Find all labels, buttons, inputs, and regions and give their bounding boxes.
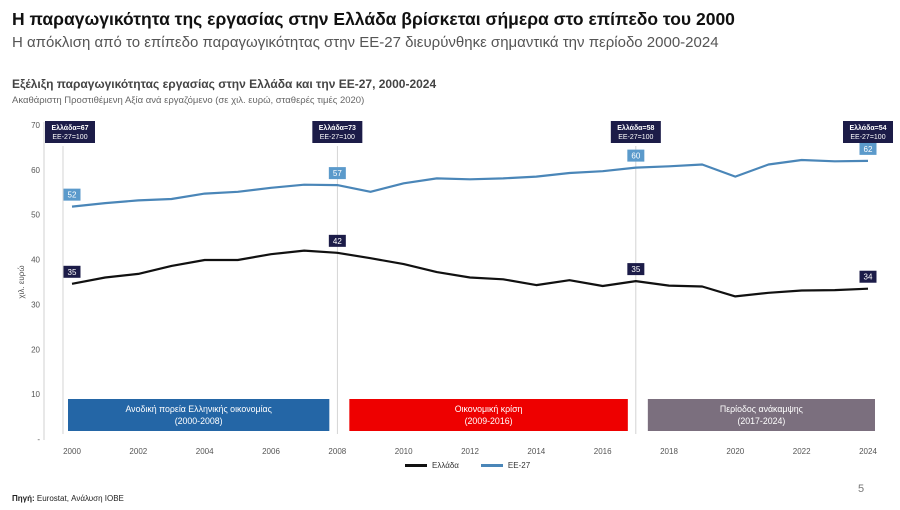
eu27-data-label-box: [627, 149, 645, 162]
ratio-callout-eu27: ΕΕ-27=100: [618, 134, 653, 141]
legend-label-eu27: ΕΕ-27: [507, 461, 531, 470]
ratio-callout-eu27: ΕΕ-27=100: [52, 134, 87, 141]
eu27-data-label: 52: [68, 191, 77, 200]
period-band: [349, 399, 628, 431]
chart-subtitle: Ακαθάριστη Προστιθέμενη Αξία ανά εργαζόμ…: [12, 95, 365, 106]
x-tick-label: 2022: [793, 447, 811, 456]
x-tick-label: 2012: [461, 447, 479, 456]
legend-item-eu27: ΕΕ-27: [480, 461, 531, 470]
ratio-callout-box: [610, 121, 661, 143]
y-tick-label: 70: [31, 121, 40, 130]
x-tick-label: 2002: [129, 447, 147, 456]
x-tick-label: 2006: [262, 447, 280, 456]
eu27-data-label-box: [63, 188, 81, 201]
eu27-data-label-box: [859, 142, 877, 155]
x-tick-label: 2024: [859, 447, 877, 456]
greece-data-label-box: [328, 234, 346, 247]
x-tick-label: 2016: [594, 447, 612, 456]
period-band: [68, 399, 330, 431]
x-tick-label: 2010: [395, 447, 413, 456]
x-tick-label: 2018: [660, 447, 678, 456]
slide-subtitle: Η απόκλιση από το επίπεδο παραγωγικότητα…: [12, 34, 719, 51]
y-tick-label: -: [37, 435, 40, 444]
y-tick-label: 30: [31, 300, 40, 309]
ratio-callout-box: [312, 121, 363, 143]
x-tick-label: 2000: [63, 447, 81, 456]
source-note: Πηγή: Eurostat, Ανάλυση ΙΟΒΕ: [12, 494, 124, 503]
y-tick-label: 20: [31, 345, 40, 354]
period-years: (2000-2008): [175, 416, 223, 426]
page-number: 5: [858, 483, 865, 495]
eu27-data-label: 62: [864, 145, 873, 154]
ratio-callout-greece: Ελλάδα=73: [319, 124, 356, 132]
legend-swatch-greece: [405, 464, 427, 467]
x-tick-label: 2014: [527, 447, 545, 456]
greece-data-label-box: [859, 270, 877, 283]
ratio-callout-greece: Ελλάδα=58: [617, 124, 654, 132]
period-years: (2009-2016): [465, 416, 513, 426]
ratio-callout-eu27: ΕΕ-27=100: [850, 134, 885, 141]
y-tick-label: 40: [31, 256, 40, 265]
legend-label-greece: Ελλάδα: [432, 461, 459, 470]
ratio-callout-greece: Ελλάδα=54: [849, 124, 886, 132]
period-band: [647, 399, 875, 431]
greece-data-label-box: [63, 265, 81, 278]
greece-data-label: 35: [631, 265, 640, 274]
ratio-callout-box: [843, 121, 893, 143]
y-axis-label: χιλ. ευρώ: [17, 265, 26, 298]
slide-title: Η παραγωγικότητα της εργασίας στην Ελλάδ…: [12, 9, 735, 29]
y-tick-label: 60: [31, 166, 40, 175]
source-label: Πηγή:: [12, 494, 35, 503]
eu27-data-label: 60: [631, 152, 640, 161]
chart-title: Εξέλιξη παραγωγικότητας εργασίας στην Ελ…: [12, 77, 437, 91]
greece-data-label: 42: [333, 237, 342, 246]
greece-data-label: 35: [68, 268, 77, 277]
greece-data-label-box: [627, 263, 645, 276]
source-text: Eurostat, Ανάλυση ΙΟΒΕ: [34, 494, 124, 503]
greece-series-line: [71, 249, 869, 298]
chart-legend: Ελλάδα ΕΕ-27: [405, 461, 530, 470]
period-label: Ανοδική πορεία Ελληνικής οικονομίας: [125, 404, 271, 414]
period-label: Περίοδος ανάκαμψης: [720, 404, 803, 414]
y-tick-label: 50: [31, 211, 40, 220]
legend-item-greece: Ελλάδα: [405, 461, 459, 470]
eu27-series-line: [71, 158, 869, 208]
eu27-data-label: 57: [333, 169, 342, 178]
greece-data-label: 34: [864, 273, 873, 282]
legend-swatch-eu27: [480, 464, 503, 467]
x-tick-label: 2008: [328, 447, 346, 456]
ratio-callout-box: [45, 121, 95, 143]
y-tick-label: 10: [31, 390, 40, 399]
period-label: Οικονομική κρίση: [455, 404, 523, 414]
eu27-data-label-box: [328, 167, 346, 180]
period-years: (2017-2024): [737, 416, 785, 426]
x-tick-label: 2004: [196, 447, 214, 456]
x-tick-label: 2020: [726, 447, 744, 456]
ratio-callout-eu27: ΕΕ-27=100: [320, 134, 355, 141]
ratio-callout-greece: Ελλάδα=67: [51, 124, 88, 132]
